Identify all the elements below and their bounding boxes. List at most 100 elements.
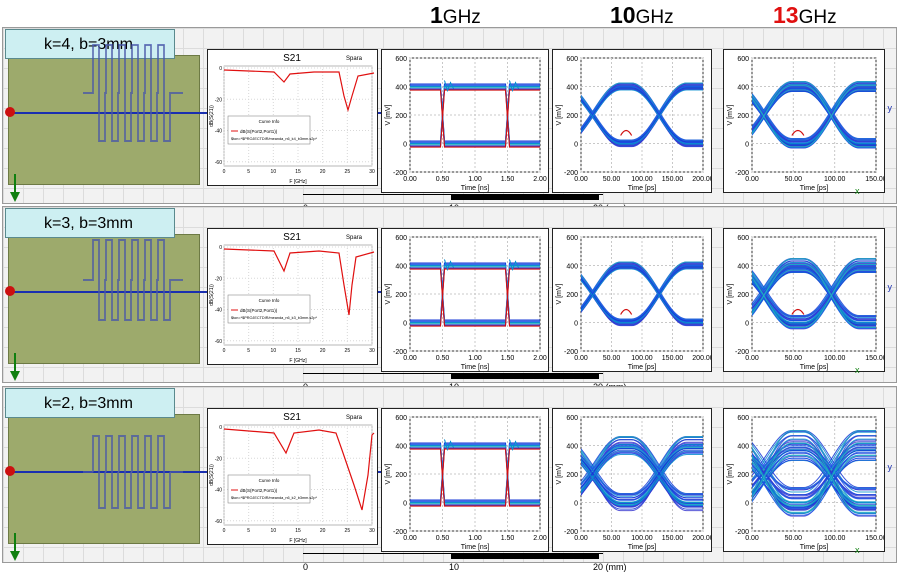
port-icon xyxy=(5,286,15,296)
eye-trace xyxy=(581,87,703,143)
x-tick-label: 100.00 xyxy=(631,355,653,362)
eye-trace xyxy=(410,446,540,505)
eye-trace xyxy=(410,267,540,326)
y-tick-label: 600 xyxy=(395,415,407,422)
meander-path xyxy=(83,435,183,509)
meander-trace xyxy=(83,435,183,509)
legend-item: dB(S(Port2,Port1)) xyxy=(240,488,278,493)
y-tick-label: 200 xyxy=(566,292,578,299)
transmission-line xyxy=(8,471,388,473)
scale-tick-label: 0 xyxy=(303,562,309,572)
eye-trace xyxy=(752,86,876,140)
x-tick-label: 1.00 xyxy=(468,355,482,362)
eye-trace xyxy=(752,450,876,496)
s21-y-label: dB(S(21)) xyxy=(209,284,215,306)
y-tick-label: -200 xyxy=(564,349,578,356)
x-axis-label: Time [ns] xyxy=(461,185,490,192)
eye-trace xyxy=(752,88,876,149)
s21-plot: S21 Spara 0 -20 -40 -60 0 5 10 15 20 25 30 F [GHz] dB(… xyxy=(207,408,378,545)
eye-trace xyxy=(581,86,703,141)
header-13ghz-num: 13 xyxy=(773,2,799,28)
x-tick-label: 1.00 xyxy=(468,176,482,183)
s21-y-tick: -40 xyxy=(215,488,222,494)
ringing-trace xyxy=(509,439,519,451)
y-tick-label: 200 xyxy=(566,472,578,479)
y-tick-label: 400 xyxy=(395,85,407,92)
meander-trace xyxy=(83,44,183,142)
y-axis-label: V [mV] xyxy=(385,463,392,484)
x-tick-label: 100.00 xyxy=(824,355,846,362)
scale-segment xyxy=(451,373,599,379)
eye-trace xyxy=(410,444,540,504)
s21-y-label: dB(S(21)) xyxy=(209,105,215,127)
s21-y-tick: -40 xyxy=(215,129,222,135)
x-axis-label: Time [ns] xyxy=(461,544,490,551)
eye-trace xyxy=(752,85,876,148)
s21-plot: S21 Spara 0 -20 -40 -60 0 5 10 15 20 25 30 F [GHz] dB(… xyxy=(207,228,378,365)
x-axis-label: Time [ps] xyxy=(628,364,657,371)
eye-traces xyxy=(410,439,540,507)
transmission-line xyxy=(8,291,388,293)
y-axis-label: V [mV] xyxy=(385,104,392,125)
eye-trace xyxy=(410,88,540,147)
s21-plot: S21 Spara 0 -20 -40 -60 0 5 10 15 20 25 30 F [GHz] dB(… xyxy=(207,49,378,186)
x-tick-label: 150.00 xyxy=(662,535,684,542)
x-axis-label: Time [ps] xyxy=(800,185,829,192)
y-tick-label: -200 xyxy=(393,349,407,356)
s21-x-tick: 30 xyxy=(369,348,375,354)
eye-trace-highlight xyxy=(620,308,633,315)
eye-trace xyxy=(752,446,876,500)
x-tick-label: 200.00 xyxy=(692,176,711,183)
eye-trace xyxy=(581,453,703,503)
header-1ghz: 1GHz xyxy=(430,2,481,28)
x-axis-label: Time [ps] xyxy=(800,364,829,371)
eye-trace xyxy=(410,89,540,148)
y-tick-label: 600 xyxy=(566,235,578,242)
eye-trace xyxy=(752,451,876,516)
scale-segment xyxy=(451,553,599,559)
header-10ghz: 10GHz xyxy=(610,2,674,28)
s21-x-tick: 20 xyxy=(320,348,326,354)
y-tick-label: 400 xyxy=(395,264,407,271)
x-tick-label: 100.00 xyxy=(824,535,846,542)
x-tick-label: 0.00 xyxy=(745,355,759,362)
s21-x-tick: 10 xyxy=(271,169,277,175)
axis-triad-icon xyxy=(10,533,20,561)
eye-trace xyxy=(581,447,703,506)
eye-trace xyxy=(752,438,876,514)
eye-trace xyxy=(752,459,876,508)
eye-trace xyxy=(410,447,540,506)
y-axis-label: V [mV] xyxy=(556,463,563,484)
y-tick-label: 400 xyxy=(395,444,407,451)
eye-trace xyxy=(410,444,540,504)
eye-diagram-10ghz: 600 400 200 0 -200 0.00 50.00 100.00 150.00 200.0… xyxy=(552,228,712,372)
eye-trace xyxy=(752,442,876,513)
eye-trace xyxy=(752,445,876,490)
eye-trace xyxy=(581,266,703,322)
s21-x-tick: 15 xyxy=(295,528,301,534)
eye-trace xyxy=(752,454,876,504)
eye-trace xyxy=(752,85,876,148)
eye-traces xyxy=(581,261,703,327)
s21-y-tick: -40 xyxy=(215,308,222,314)
eye-trace xyxy=(410,85,540,145)
eye-trace xyxy=(581,88,703,146)
legend-title: Curve Info xyxy=(259,298,280,303)
eye-traces xyxy=(410,259,540,327)
eye-trace xyxy=(410,87,540,146)
x-tick-label: 0.50 xyxy=(436,355,450,362)
eye-trace xyxy=(410,442,540,501)
scale-tick-label: 20 (mm) xyxy=(593,562,627,572)
eye-trace xyxy=(752,263,876,328)
header-1ghz-num: 1 xyxy=(430,2,443,28)
x-tick-label: 50.00 xyxy=(603,355,621,362)
y-tick-label: 600 xyxy=(737,235,749,242)
port-icon xyxy=(5,107,15,117)
x-tick-label: 0.00 xyxy=(403,176,417,183)
s21-x-tick: 30 xyxy=(369,169,375,175)
s21-x-tick: 25 xyxy=(345,528,351,534)
row-label: k=4, b=3mm xyxy=(5,29,175,59)
header-13ghz: 13GHz xyxy=(773,2,837,28)
s21-x-tick: 15 xyxy=(295,169,301,175)
